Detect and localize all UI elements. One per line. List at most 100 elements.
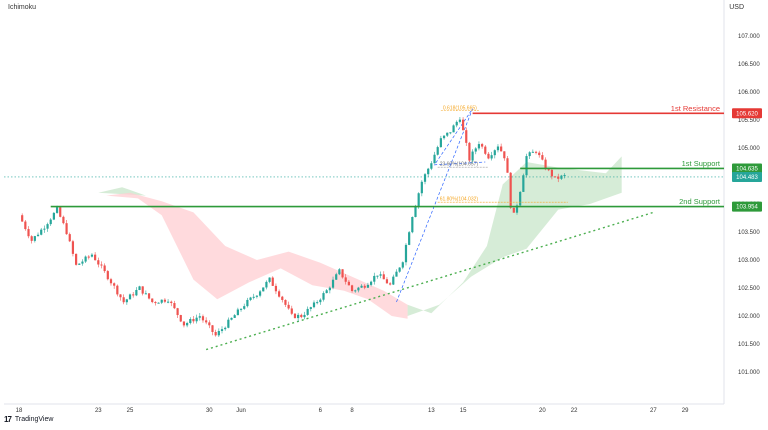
- candle-body: [544, 159, 547, 170]
- candle-body: [227, 319, 230, 328]
- candle-body: [557, 176, 560, 179]
- support-price-tag-label: 104.635: [736, 166, 758, 172]
- candle-body: [541, 155, 544, 160]
- candle-body: [427, 168, 430, 175]
- candle-body: [119, 294, 122, 298]
- candle-body: [477, 144, 481, 149]
- candle-body: [506, 158, 509, 173]
- fib-level-label: 0.618(105.665): [443, 105, 477, 111]
- time-tick-label: 6: [319, 408, 323, 414]
- support-price-tag: [732, 201, 762, 212]
- candle-body: [392, 276, 395, 285]
- candle-body: [522, 175, 525, 192]
- candle-body: [525, 156, 528, 176]
- time-tick-label: 15: [460, 408, 467, 414]
- candle-body: [319, 299, 322, 303]
- candle-body: [452, 125, 455, 133]
- candle-body: [328, 287, 331, 291]
- candle-body: [198, 316, 201, 318]
- candle-body: [81, 261, 84, 264]
- candle-body: [179, 315, 182, 322]
- tradingview-branding[interactable]: 17 TradingView: [4, 415, 53, 424]
- candle-body: [68, 234, 71, 242]
- candle-body: [534, 151, 538, 153]
- candle-body: [287, 304, 290, 309]
- candle-body: [246, 299, 249, 307]
- candle-body: [195, 317, 198, 322]
- candle-body: [496, 146, 500, 151]
- ichimoku-cloud-bullish: [98, 187, 146, 196]
- candle-body: [97, 260, 100, 265]
- candle-body: [347, 281, 350, 286]
- candle-body: [281, 296, 284, 300]
- candle-body: [278, 291, 281, 297]
- candle-body: [43, 228, 46, 230]
- time-tick-label: 8: [350, 408, 354, 414]
- candle-body: [33, 236, 36, 241]
- candle-body: [166, 301, 170, 303]
- candle-body: [528, 152, 531, 157]
- candle-body: [430, 163, 433, 169]
- candle-body: [515, 205, 519, 213]
- candle-body: [553, 176, 557, 178]
- candle-body: [465, 130, 468, 143]
- candle-body: [420, 181, 423, 194]
- candle-body: [147, 293, 151, 299]
- candle-body: [94, 254, 97, 261]
- candle-body: [433, 154, 436, 164]
- candle-body: [182, 321, 186, 326]
- candle-body: [519, 191, 522, 206]
- candle-body: [335, 274, 338, 280]
- candle-body: [78, 263, 81, 265]
- candle-body: [531, 151, 534, 153]
- candle-body: [173, 303, 176, 309]
- price-tick-label: 103.000: [738, 258, 760, 264]
- candle-body: [46, 224, 49, 229]
- candle-body: [560, 175, 563, 179]
- candle-body: [404, 244, 408, 263]
- candle-body: [503, 151, 506, 159]
- currency-label: USD: [729, 4, 744, 11]
- candle-body: [341, 269, 344, 278]
- candle-body: [265, 281, 268, 288]
- candle-body: [382, 274, 385, 280]
- candle-body: [357, 287, 360, 291]
- candle-body: [21, 215, 24, 222]
- price-tick-label: 103.500: [738, 230, 760, 236]
- candlesticks: [21, 116, 566, 338]
- candle-body: [74, 253, 78, 265]
- price-tick-label: 106.500: [738, 62, 760, 68]
- candle-body: [217, 330, 220, 336]
- support-price-tag-label: 103.954: [736, 205, 758, 211]
- candle-body: [481, 144, 484, 147]
- candle-body: [189, 318, 192, 324]
- candle-body: [27, 229, 30, 237]
- candle-body: [344, 277, 347, 282]
- candle-body: [141, 286, 144, 294]
- candle-body: [271, 277, 274, 286]
- candle-body: [128, 294, 132, 300]
- candle-body: [449, 132, 452, 134]
- candle-body: [297, 314, 300, 319]
- candle-body: [316, 302, 319, 304]
- candle-body: [290, 308, 293, 314]
- resistance-price-tag: [732, 108, 762, 119]
- candle-body: [138, 286, 141, 290]
- candle-body: [30, 236, 33, 241]
- candle-body: [360, 285, 363, 288]
- current-price-tag: [732, 171, 762, 182]
- candle-body: [65, 223, 68, 235]
- candle-body: [385, 279, 389, 284]
- candle-body: [36, 234, 40, 237]
- time-tick-label: 29: [682, 408, 689, 414]
- time-tick-label: 23: [95, 408, 102, 414]
- time-tick-label: 20: [539, 408, 546, 414]
- candle-body: [484, 146, 487, 154]
- candle-body: [373, 275, 376, 282]
- candle-body: [303, 314, 306, 318]
- candle-body: [208, 322, 211, 326]
- candle-body: [401, 262, 404, 268]
- candle-body: [132, 294, 135, 296]
- price-tick-label: 106.000: [738, 90, 760, 96]
